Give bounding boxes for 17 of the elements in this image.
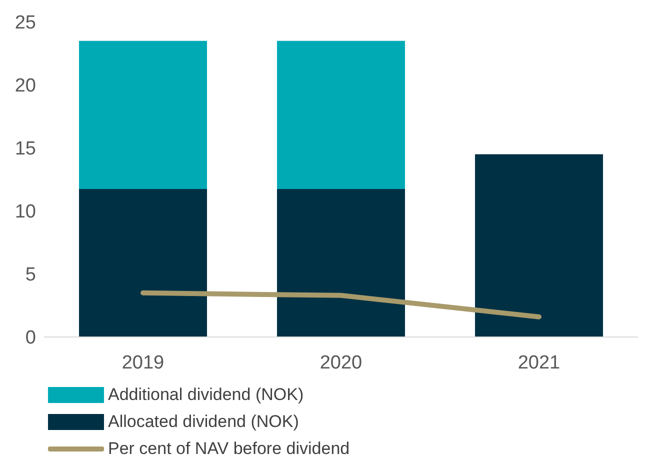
y-tick-label: 10	[14, 202, 36, 223]
y-tick-label: 25	[14, 12, 36, 34]
legend-label: Per cent of NAV before dividend	[108, 438, 350, 458]
x-tick-label: 2021	[518, 352, 560, 374]
y-tick-label: 5	[25, 264, 36, 286]
legend-label: Additional dividend (NOK)	[108, 384, 304, 404]
y-tick-label: 0	[25, 328, 36, 349]
bar	[79, 188, 207, 337]
x-tick-label: 2019	[122, 352, 164, 374]
y-tick-label: 20	[14, 76, 36, 97]
bar	[277, 40, 405, 189]
legend-label: Allocated dividend (NOK)	[108, 412, 299, 432]
bar	[277, 188, 405, 337]
x-tick-label: 2020	[320, 352, 362, 374]
bar	[79, 40, 207, 189]
y-tick-label: 15	[14, 138, 36, 160]
bar	[475, 154, 603, 337]
